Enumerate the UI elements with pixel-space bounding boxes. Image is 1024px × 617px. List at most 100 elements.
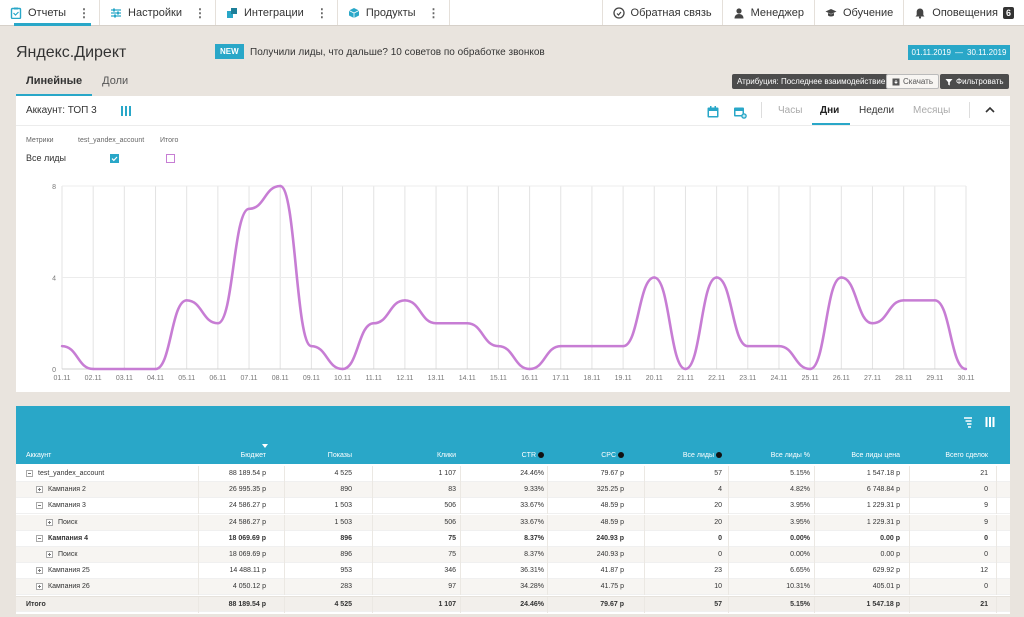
calendar-add-icon[interactable]	[733, 105, 747, 119]
nav-integrations-menu-icon[interactable]: ⋮	[315, 5, 328, 20]
checkbox-total-all-leads[interactable]	[166, 154, 175, 163]
cell-divider	[644, 563, 645, 580]
filter-button[interactable]: Фильтровать	[940, 74, 1009, 89]
column-header[interactable]: CTR	[522, 452, 544, 459]
data-point	[341, 367, 344, 371]
cell-divider	[814, 563, 815, 580]
table-row[interactable]: test_yandex_account 88 189.54 р 4 525 1 107…	[16, 466, 1010, 482]
calendar-icon[interactable]	[706, 105, 720, 119]
table-total-row[interactable]: Итого 88 189.54 р 4 525 1 107 24.46% 79.67 р 5…	[16, 595, 1010, 613]
period-months[interactable]: Месяцы	[913, 105, 951, 116]
expand-icon[interactable]	[46, 551, 53, 558]
x-tick-label: 13.11	[428, 375, 445, 382]
column-header[interactable]: CPC	[601, 452, 624, 459]
tab-linear[interactable]: Линейные	[16, 70, 93, 97]
nav-reports[interactable]: Отчеты ⋮	[0, 0, 101, 26]
table-row[interactable]: Поиск 18 069.69 р 896 75 8.37% 240.93 р 0 0.00%…	[16, 547, 1010, 563]
nav-feedback-label: Обратная связь	[630, 6, 712, 19]
cell-divider	[460, 579, 461, 596]
nav-settings[interactable]: Настройки ⋮	[100, 0, 216, 25]
table-cell: 0	[984, 486, 988, 494]
attribution-button[interactable]: Атрибуция: Последнее взаимодействие	[732, 74, 891, 89]
nav-feedback[interactable]: Обратная связь	[601, 0, 722, 25]
cell-divider	[198, 514, 199, 531]
collapse-icon[interactable]	[36, 534, 43, 542]
table-row[interactable]: Кампания 25 14 488.11 р 953 346 36.31% 41.87 …	[16, 563, 1010, 580]
download-button[interactable]: Скачать	[886, 74, 939, 89]
nav-settings-label: Настройки	[128, 6, 182, 19]
nav-products[interactable]: Продукты ⋮	[338, 0, 450, 25]
column-header[interactable]: Бюджет	[241, 452, 266, 459]
x-tick-label: 10.11	[334, 375, 351, 382]
nav-settings-menu-icon[interactable]: ⋮	[193, 5, 206, 20]
nav-education-label: Обучение	[842, 6, 894, 19]
account-selector[interactable]: Аккаунт: ТОП 3	[26, 105, 97, 116]
nav-notifications[interactable]: Оповещения 6	[903, 0, 1024, 25]
data-point	[559, 344, 562, 348]
table-row[interactable]: Кампания 26 4 050.12 р 283 97 34.28% 41.75 р 1…	[16, 579, 1010, 596]
products-icon	[348, 7, 360, 18]
cell-divider	[996, 514, 997, 531]
period-hours[interactable]: Часы	[778, 105, 803, 116]
info-icon[interactable]	[618, 452, 624, 458]
tab-shares[interactable]: Доли	[102, 75, 129, 87]
cell-divider	[814, 579, 815, 596]
x-tick-label: 30.11	[958, 375, 975, 382]
column-header[interactable]: Клики	[437, 452, 456, 459]
collapse-icon[interactable]	[36, 502, 43, 510]
columns-icon[interactable]	[120, 106, 132, 116]
table-row[interactable]: Поиск 24 586.27 р 1 503 506 33.67% 48.59 р 20 3…	[16, 514, 1010, 531]
x-tick-label: 14.11	[459, 375, 476, 382]
expand-icon[interactable]	[36, 486, 43, 494]
cell-divider	[644, 596, 645, 613]
expand-icon[interactable]	[46, 518, 53, 526]
collapse-icon[interactable]	[26, 470, 33, 477]
promo-link[interactable]: Получили лиды, что дальше? 10 советов по…	[250, 47, 545, 58]
nav-integrations[interactable]: Интеграции ⋮	[216, 0, 338, 25]
column-header[interactable]: Все лиды цена	[851, 452, 900, 459]
period-weeks[interactable]: Недели	[859, 105, 895, 116]
column-header[interactable]: Показы	[328, 452, 352, 459]
table-cell: 0.00%	[790, 534, 810, 542]
table-cell: 33.67%	[520, 518, 544, 526]
data-point	[621, 344, 625, 348]
info-icon[interactable]	[716, 452, 722, 458]
row-name: Кампания 2	[48, 486, 86, 494]
chevron-up-icon[interactable]	[984, 104, 996, 116]
download-icon	[892, 78, 900, 85]
chart-type-tabs: Линейные Доли	[16, 70, 138, 97]
table-cell: 3.95%	[790, 518, 810, 526]
table-row[interactable]: Кампания 3 24 586.27 р 1 503 506 33.67% 48.59…	[16, 498, 1010, 515]
table-cell: 24 586.27 р	[229, 502, 266, 510]
expand-icon[interactable]	[36, 583, 43, 591]
date-range-picker[interactable]: 01.11.2019 — 30.11.2019	[908, 45, 1010, 60]
period-days[interactable]: Дни	[820, 105, 840, 116]
table-cell: 75	[448, 551, 456, 558]
data-point	[840, 276, 843, 279]
info-icon[interactable]	[538, 452, 544, 458]
expand-icon[interactable]	[36, 567, 43, 575]
nav-products-menu-icon[interactable]: ⋮	[427, 5, 440, 20]
nav-manager[interactable]: Менеджер	[721, 0, 814, 25]
data-point	[684, 367, 687, 371]
columns-icon[interactable]	[985, 416, 995, 428]
table-cell: 10.31%	[786, 583, 810, 591]
cell-divider	[547, 530, 548, 547]
column-header[interactable]: Аккаунт	[26, 452, 51, 459]
table-cell: 8.37%	[524, 534, 544, 542]
table-cell: 0	[984, 551, 988, 558]
table-row[interactable]: Кампания 2 26 995.35 р 890 83 9.33% 325.25 р 4…	[16, 482, 1010, 499]
checkbox-account-all-leads[interactable]	[110, 154, 119, 163]
column-header[interactable]: Все лиды %	[771, 452, 810, 459]
nav-reports-menu-icon[interactable]: ⋮	[78, 5, 90, 20]
nav-education[interactable]: Обучение	[813, 0, 903, 25]
table-cell: 4 525	[334, 470, 352, 477]
cell-divider	[284, 466, 285, 482]
column-header[interactable]: Все лиды	[683, 452, 722, 459]
sort-lines-icon[interactable]	[963, 416, 973, 428]
column-header[interactable]: Всего сделок	[945, 452, 988, 459]
cell-divider	[547, 498, 548, 515]
table-row[interactable]: Кампания 4 18 069.69 р 896 75 8.37% 240.93 р 0…	[16, 530, 1010, 547]
row-name: Кампания 4	[48, 534, 89, 542]
table-cell: 283	[340, 583, 352, 591]
